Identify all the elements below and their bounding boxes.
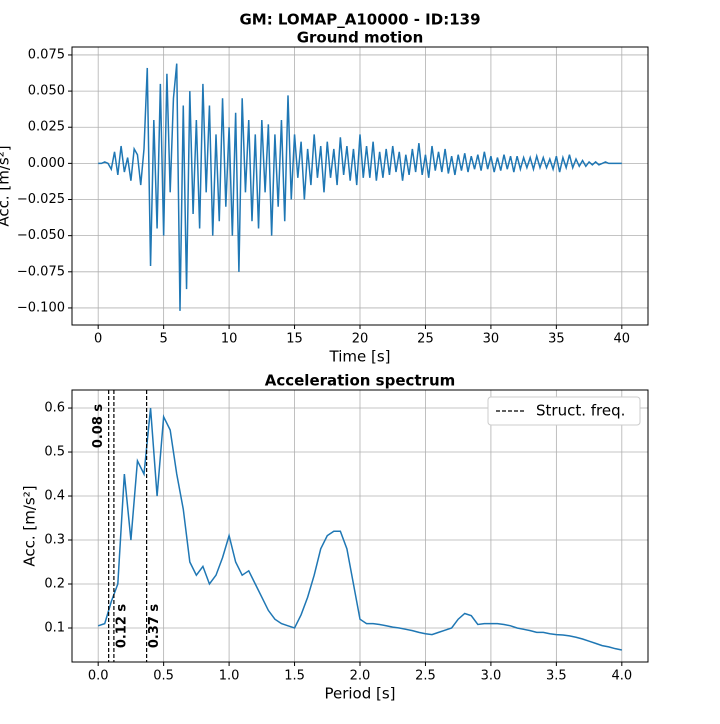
y-tick-label: 0.025 bbox=[28, 120, 65, 135]
x-tick-label: 0.0 bbox=[88, 669, 109, 684]
y-tick-label: −0.025 bbox=[17, 192, 65, 207]
x-axis-label: Period [s] bbox=[324, 685, 395, 703]
chart-title: Acceleration spectrum bbox=[265, 372, 456, 390]
y-tick-label: 0.3 bbox=[44, 533, 65, 548]
x-tick-label: 35 bbox=[548, 332, 565, 347]
y-tick-label: −0.050 bbox=[17, 228, 65, 243]
x-tick-label: 1.5 bbox=[284, 669, 305, 684]
x-tick-label: 2.0 bbox=[350, 669, 371, 684]
data-line bbox=[97, 407, 622, 651]
data-line bbox=[98, 63, 622, 311]
x-tick-label: 20 bbox=[352, 332, 369, 347]
struct-freq-label: 0.12 s bbox=[114, 604, 129, 649]
x-tick-label: 0 bbox=[94, 332, 102, 347]
x-tick-label: 4.0 bbox=[611, 669, 632, 684]
legend-label: Struct. freq. bbox=[536, 402, 625, 420]
x-tick-label: 3.0 bbox=[481, 669, 502, 684]
x-tick-label: 40 bbox=[614, 332, 631, 347]
x-tick-label: 2.5 bbox=[415, 669, 436, 684]
axes-frame bbox=[71, 46, 649, 326]
x-tick-label: 15 bbox=[286, 332, 303, 347]
y-tick-label: −0.075 bbox=[17, 264, 65, 279]
legend-box bbox=[487, 396, 641, 426]
struct-freq-label: 0.37 s bbox=[147, 604, 162, 649]
x-axis-label: Time [s] bbox=[329, 348, 391, 366]
x-tick-label: 1.0 bbox=[219, 669, 240, 684]
y-tick-label: 0.075 bbox=[28, 47, 65, 62]
struct-freq-label: 0.08 s bbox=[91, 404, 106, 449]
y-tick-label: 0.000 bbox=[28, 156, 65, 171]
x-tick-label: 0.5 bbox=[153, 669, 174, 684]
y-tick-label: 0.050 bbox=[28, 84, 65, 99]
y-tick-label: 0.4 bbox=[44, 489, 65, 504]
y-tick-label: 0.1 bbox=[44, 620, 65, 635]
x-tick-label: 5 bbox=[159, 332, 167, 347]
x-tick-label: 10 bbox=[221, 332, 238, 347]
x-tick-label: 3.5 bbox=[546, 669, 567, 684]
y-tick-label: 0.5 bbox=[44, 445, 65, 460]
axes-frame bbox=[71, 389, 649, 663]
y-tick-label: 0.2 bbox=[44, 577, 65, 592]
chart-title: Ground motion bbox=[297, 29, 424, 47]
y-axis-label: Acc. [m/s²] bbox=[21, 485, 39, 566]
y-tick-label: −0.100 bbox=[17, 300, 65, 315]
x-tick-label: 25 bbox=[417, 332, 434, 347]
x-tick-label: 30 bbox=[483, 332, 500, 347]
suptitle: GM: LOMAP_A10000 - ID:139 bbox=[239, 11, 480, 29]
y-axis-label: Acc. [m/s²] bbox=[0, 145, 13, 226]
y-tick-label: 0.6 bbox=[44, 401, 65, 416]
